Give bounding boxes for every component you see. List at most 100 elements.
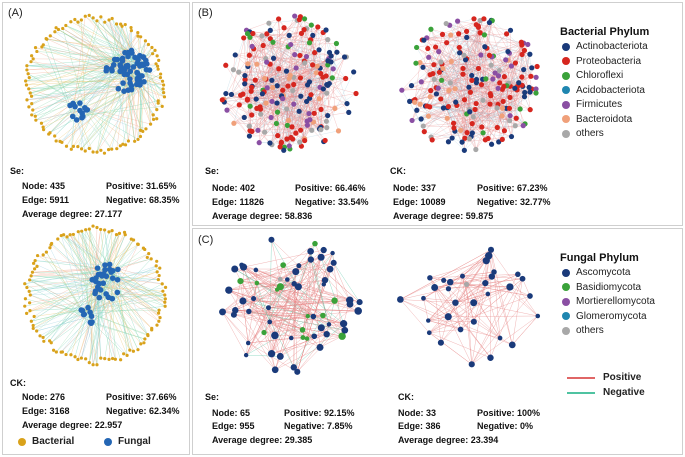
edge xyxy=(72,16,102,117)
legend-positive-edge: Positive xyxy=(567,372,641,383)
edge xyxy=(29,59,115,78)
phylum-node xyxy=(324,90,330,96)
edge xyxy=(246,30,310,43)
edge xyxy=(249,37,284,151)
phylum-node xyxy=(297,75,304,81)
legend-label: Firmicutes xyxy=(576,99,623,110)
phylum-node xyxy=(439,31,446,37)
phylum-node xyxy=(439,77,445,83)
bacterial-node xyxy=(23,297,28,301)
b-se-node: Node: 402 xyxy=(212,183,256,193)
c-ck-avg: Average degree: 23.394 xyxy=(398,435,499,445)
edge xyxy=(300,33,302,131)
edge xyxy=(423,298,474,322)
phylum-node xyxy=(318,70,324,77)
edge xyxy=(466,92,537,133)
bacterial-node xyxy=(110,229,114,233)
phylum-node xyxy=(519,51,525,58)
phylum-node xyxy=(487,354,494,361)
phylum-node xyxy=(492,70,498,76)
edge xyxy=(453,108,521,124)
bacterial-node xyxy=(48,34,52,38)
edge xyxy=(89,229,101,290)
edge xyxy=(457,20,511,31)
edge xyxy=(466,22,490,59)
phylum-node xyxy=(251,296,257,302)
phylum-node xyxy=(293,130,299,136)
phylum-node xyxy=(338,332,346,340)
edge xyxy=(271,239,281,280)
bacterial-node xyxy=(84,228,88,232)
edge xyxy=(413,55,465,101)
phylum-node xyxy=(247,103,253,109)
phylum-node xyxy=(334,49,340,55)
edge xyxy=(422,39,524,44)
phylum-node xyxy=(471,16,477,22)
phylum-node xyxy=(426,54,432,60)
edge xyxy=(452,108,507,139)
phylum-node xyxy=(242,77,248,83)
edge xyxy=(497,96,525,128)
edge xyxy=(462,275,486,284)
phylum-node xyxy=(249,128,255,134)
edge xyxy=(259,114,261,143)
edge xyxy=(471,315,538,365)
bacterial-node xyxy=(41,43,45,47)
phylum-node xyxy=(527,107,533,113)
edge xyxy=(35,64,114,117)
edge xyxy=(125,24,132,51)
phylum-node xyxy=(447,80,453,86)
bacterial-node xyxy=(33,46,38,50)
phylum-node xyxy=(461,97,468,103)
edge xyxy=(104,264,159,280)
edge xyxy=(87,109,139,140)
edge xyxy=(434,287,442,343)
phylum-node xyxy=(249,84,255,90)
edge xyxy=(242,300,350,305)
edge xyxy=(106,265,157,295)
edge xyxy=(26,88,119,101)
edge xyxy=(484,46,489,139)
edge xyxy=(29,307,89,311)
phylum-node xyxy=(309,127,315,133)
edge xyxy=(246,30,323,78)
edge xyxy=(476,48,488,80)
edge xyxy=(400,255,489,300)
edge xyxy=(249,38,271,137)
bacterial-node xyxy=(151,113,155,117)
edge xyxy=(99,297,131,351)
phylum-node xyxy=(330,259,337,266)
phylum-node xyxy=(470,299,478,307)
phylum-node xyxy=(231,120,237,126)
phylum-node xyxy=(284,136,290,142)
network-b-se xyxy=(219,13,359,153)
phylum-node xyxy=(320,246,327,254)
bacterial-node xyxy=(136,242,140,246)
edge xyxy=(242,267,244,301)
edge xyxy=(259,106,314,123)
edge xyxy=(51,289,101,343)
a-ck-node: Node: 276 xyxy=(22,392,66,402)
a-se-negative: Negative: 68.35% xyxy=(106,195,180,205)
edge xyxy=(259,92,327,108)
network-a-se xyxy=(24,13,167,155)
edge xyxy=(112,277,163,285)
bacterial-node xyxy=(79,18,83,22)
bacterial-node xyxy=(50,241,54,246)
bacterial-node xyxy=(136,137,140,142)
edge xyxy=(416,110,448,119)
edge xyxy=(81,90,129,149)
edge xyxy=(485,107,498,140)
bacterial-node xyxy=(141,246,146,250)
legend-negative-edge: Negative xyxy=(567,387,645,398)
legend-negative-label: Negative xyxy=(603,387,645,398)
fungal-node xyxy=(125,53,131,60)
phylum-node xyxy=(328,53,334,59)
edge xyxy=(233,314,315,337)
phylum-node xyxy=(297,52,303,59)
fungal-node xyxy=(103,67,110,74)
bacterial-node xyxy=(114,22,119,26)
edge xyxy=(82,81,163,117)
phylum-node xyxy=(528,73,534,79)
phylum-node xyxy=(464,28,470,34)
